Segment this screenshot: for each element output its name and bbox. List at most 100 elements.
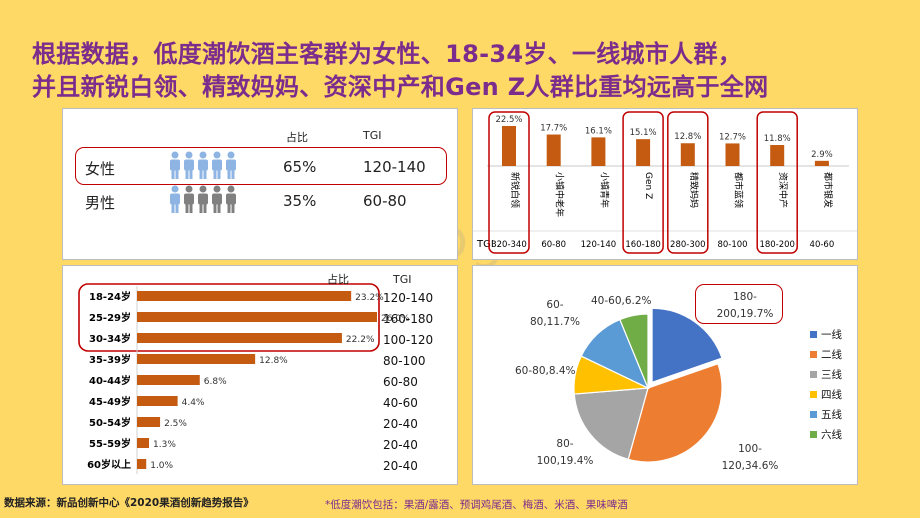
gender-share-male: 35%	[283, 192, 317, 210]
age-value-label: 1.0%	[150, 461, 173, 471]
age-tgi-value: 120-140	[383, 291, 433, 305]
legend-swatch	[810, 371, 817, 378]
segment-tgi-value: 60-80	[541, 240, 566, 250]
segment-highlight-box	[756, 111, 798, 254]
legend-label: 二线	[821, 348, 842, 361]
age-category-label: 30-34岁	[89, 332, 131, 345]
person-icon	[212, 151, 222, 179]
pie-slice-label: 100-	[738, 443, 762, 455]
gender-share-female: 65%	[283, 158, 317, 176]
person-icon	[226, 151, 236, 179]
segment-tgi-label: TGI	[476, 239, 494, 250]
title-line-1: 根据数据，低度潮饮酒主客群为女性、18-34岁、一线城市人群，	[32, 40, 743, 68]
gender-tgi-male: 60-80	[363, 192, 407, 210]
legend-swatch	[810, 411, 817, 418]
legend-swatch	[810, 351, 817, 358]
female-person-icons	[170, 151, 236, 179]
pie-slice-label: 60-	[546, 299, 563, 311]
segment-category-label: 新锐白领	[509, 172, 521, 208]
pie-slice-label: 200,19.7%	[717, 308, 774, 320]
segment-bar	[636, 139, 651, 166]
segment-panel: TGI 22.5% 新锐白领 320-340 17.7% 小镇中老年 60-80 16.1% 小…	[472, 108, 858, 260]
age-col-tgi: TGI	[393, 273, 412, 286]
age-bar	[137, 291, 352, 301]
title-line-2: 并且新锐白领、精致妈妈、资深中产和Gen Z人群比重均远高于全网	[32, 73, 769, 101]
age-category-label: 60岁以上	[87, 458, 131, 471]
gender-col-share: 占比	[286, 131, 308, 144]
legend-swatch	[810, 431, 817, 438]
tier1-highlight-box	[695, 284, 783, 324]
age-category-label: 50-54岁	[89, 416, 131, 429]
legend-swatch	[810, 391, 817, 398]
age-value-label: 22.2%	[346, 335, 375, 345]
segment-tgi-value: 320-340	[491, 240, 527, 250]
male-person-icons	[170, 185, 236, 213]
age-category-label: 40-44岁	[89, 374, 131, 387]
segment-tgi-value: 120-140	[581, 240, 617, 250]
pie-slice-label: 180-	[733, 291, 757, 303]
age-bar-chart: 18-24岁 23.2% 120-140 25-29岁 26.0%160-180 30-3…	[78, 283, 433, 474]
segment-category-label: 都市蓝领	[733, 172, 745, 208]
age-panel: 18-24岁 23.2% 120-140 25-29岁 26.0% 160-180 30-3…	[62, 265, 458, 485]
gender-col-tgi: TGI	[363, 129, 382, 142]
segment-bar-chart: TGI 22.5% 新锐白领 320-340 17.7% 小镇中老年 60-80 16.1% 小…	[473, 111, 857, 254]
segment-bar	[814, 160, 829, 166]
pie-slice-label: 80,11.7%	[530, 316, 580, 328]
legend-swatch	[810, 331, 817, 338]
age-value-label: 23.2%	[355, 293, 384, 303]
segment-category-label: 都市银发	[822, 172, 834, 208]
age-highlight-box	[78, 283, 380, 352]
age-value-label: 4.4%	[182, 398, 205, 408]
age-tgi-value: 20-40	[383, 438, 418, 452]
age-col-share: 占比	[327, 273, 349, 286]
age-value-label: 6.8%	[204, 377, 227, 387]
pie-slice-label: 40-60,6.2%	[591, 295, 652, 307]
pie-panel: 180- 200,19.7% 100- 120,34.6% 80- 100,19.4% 60…	[472, 265, 858, 485]
segment-value-label: 15.1%	[630, 128, 657, 138]
segment-bar	[591, 137, 606, 166]
segment-tgi-value: 160-180	[625, 240, 661, 250]
age-category-label: 45-49岁	[89, 395, 131, 408]
person-icon	[198, 151, 208, 179]
segment-tgi-value: 80-100	[717, 240, 747, 250]
age-value-label: 2.5%	[164, 419, 187, 429]
age-bar	[137, 354, 256, 364]
segment-value-label: 12.8%	[674, 132, 701, 142]
age-bar	[137, 333, 342, 343]
pie-slice-label: 120,34.6%	[722, 460, 779, 472]
segment-category-label: 小镇青年	[598, 172, 610, 208]
person-icon	[184, 151, 194, 179]
legend-label: 一线	[821, 328, 842, 341]
legend-label: 四线	[821, 388, 842, 401]
age-bar	[137, 438, 149, 448]
segment-value-label: 12.7%	[719, 132, 746, 142]
age-bar	[137, 459, 147, 469]
segment-bar	[502, 126, 516, 166]
pie-slice-label: 60-80,8.4%	[515, 365, 576, 377]
age-tgi-value: 40-60	[383, 396, 418, 410]
segment-value-label: 16.1%	[585, 126, 612, 136]
person-icon	[198, 185, 208, 213]
age-tgi-value: 160-180	[383, 312, 433, 326]
footer-note: *低度潮饮包括：果酒/露酒、预调鸡尾酒、梅酒、米酒、果味啤酒	[325, 499, 628, 511]
age-value-label: 1.3%	[153, 440, 176, 450]
segment-category-label: 精致妈妈	[688, 172, 700, 208]
age-tgi-value: 100-120	[383, 333, 433, 347]
segment-tgi-value: 180-200	[759, 240, 795, 250]
gender-label-male: 男性	[85, 194, 116, 212]
segment-value-label: 11.8%	[764, 134, 791, 144]
age-category-label: 55-59岁	[89, 437, 131, 450]
age-bar	[137, 417, 161, 427]
segment-highlight-box	[622, 111, 664, 254]
age-tgi-value: 20-40	[383, 459, 418, 473]
age-category-label: 35-39岁	[89, 353, 131, 366]
segment-category-label: Gen Z	[643, 172, 653, 199]
segment-bar	[770, 145, 785, 166]
gender-label-female: 女性	[85, 160, 116, 178]
age-bar	[137, 396, 178, 406]
legend-label: 六线	[821, 428, 842, 441]
pie-slice	[619, 313, 649, 389]
age-bar	[137, 375, 200, 385]
segment-category-label: 小镇中老年	[554, 172, 566, 217]
legend-label: 三线	[821, 368, 842, 381]
